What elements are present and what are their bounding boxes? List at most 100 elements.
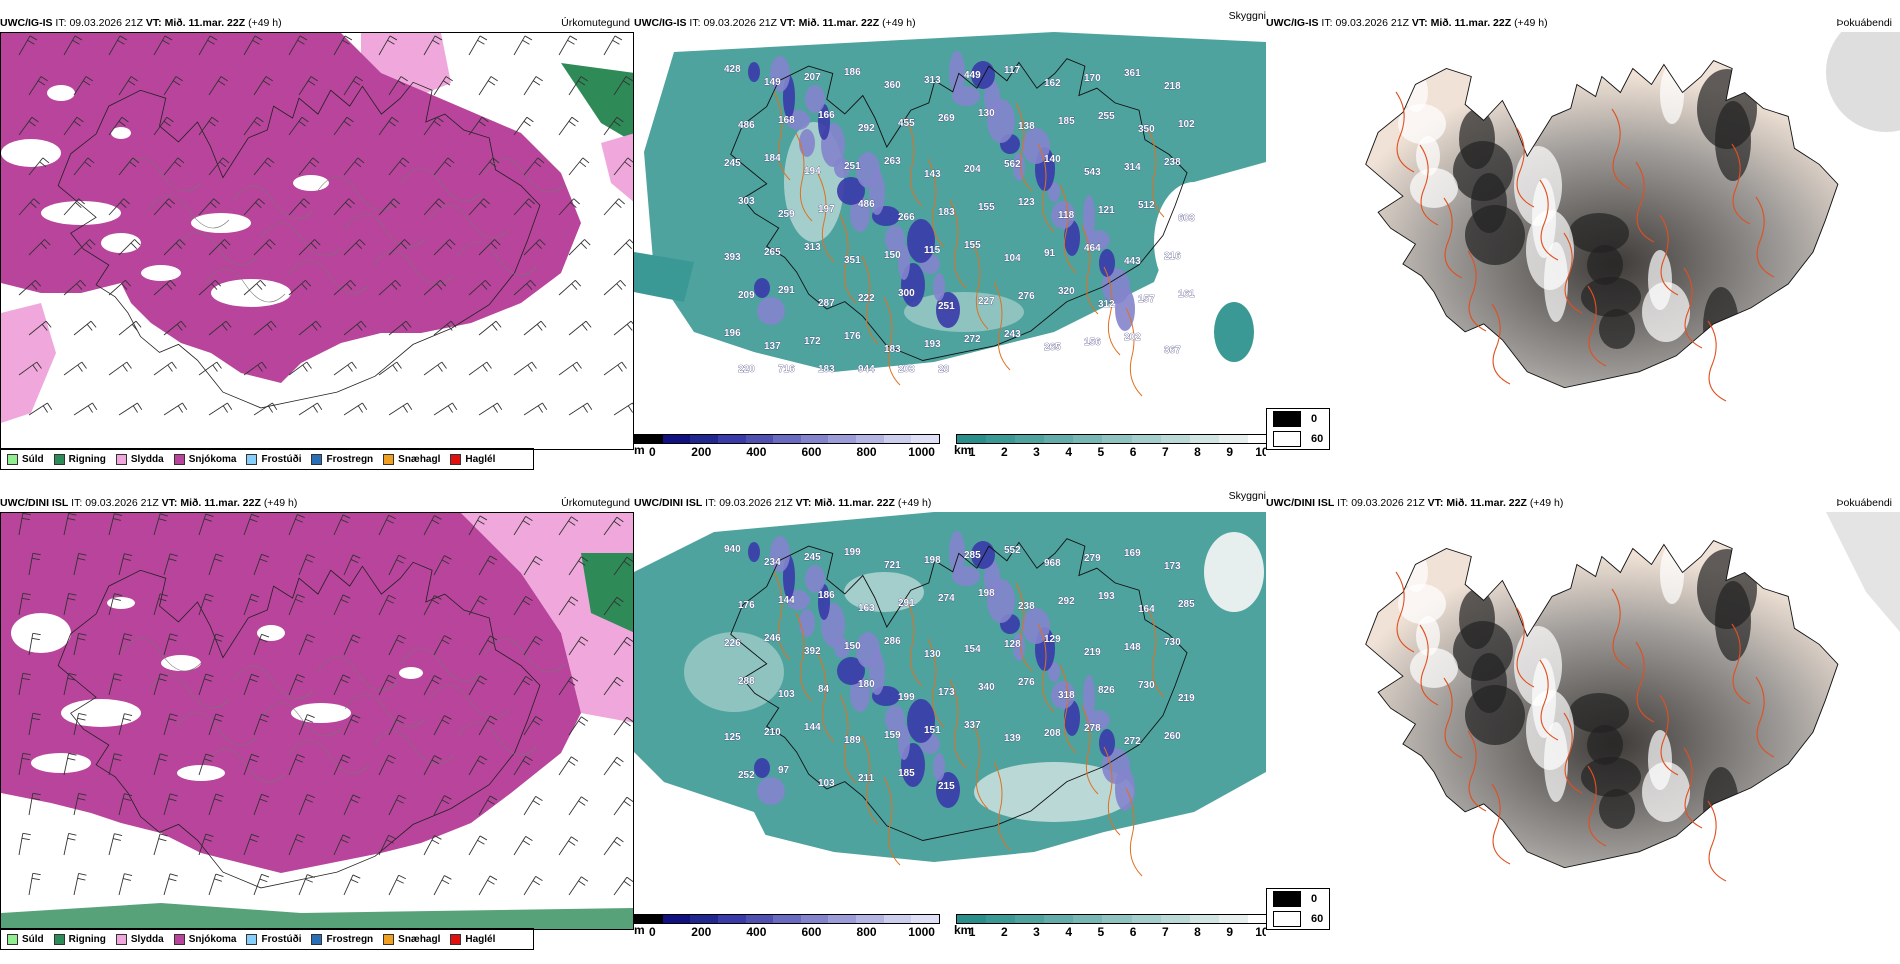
lead-time: (+49 h) <box>248 17 282 29</box>
legend-item: Súld <box>7 933 44 945</box>
coastline <box>1365 540 1839 869</box>
vt-value: Mið. 11.mar. 22Z <box>814 497 895 509</box>
visibility-label: 318 <box>1058 690 1075 701</box>
visibility-label: 189 <box>844 735 861 746</box>
cloud-key-label: 60 <box>1311 433 1324 445</box>
visibility-field <box>634 32 1266 432</box>
visibility-label: 199 <box>898 692 915 703</box>
visibility-label: 199 <box>844 547 861 558</box>
legend-label: Haglél <box>465 933 496 945</box>
visibility-label: 285 <box>964 550 981 561</box>
legend-item: Frostúði <box>246 933 301 945</box>
visibility-map: 428 149 207 186 360 313 449 117 162 170 361 218 486 1… <box>634 32 1266 432</box>
visibility-label: 292 <box>1058 596 1075 607</box>
precip-title: Úrkomutegund <box>561 497 630 509</box>
colorbar-tick: 400 <box>746 925 767 939</box>
colorbar-tick: 800 <box>856 925 877 939</box>
visibility-label: 103 <box>818 778 835 789</box>
fog-map <box>1266 32 1900 452</box>
ceiling-colorbar: 0 200 400 600 800 1000 m <box>634 914 940 939</box>
visibility-labels: 428 149 207 186 360 313 449 117 162 170 361 218 486 1… <box>724 64 1196 376</box>
colorbar-tick: 600 <box>801 445 822 459</box>
colorbar-tick: 200 <box>691 445 712 459</box>
model-name: UWC/DINI ISL <box>1266 497 1335 509</box>
colorbar-tick: 7 <box>1161 445 1169 459</box>
visibility-label: 121 <box>1098 205 1115 216</box>
vt-label: VT: <box>1411 17 1428 29</box>
colorbar-tick: 9 <box>1226 925 1234 939</box>
visibility-label: 215 <box>938 781 955 792</box>
visibility-label: 218 <box>1164 81 1181 92</box>
legend-item: Slydda <box>115 933 164 945</box>
cloud-key-row: 60 <box>1267 909 1329 929</box>
it-label: IT: <box>1337 497 1349 509</box>
legend-item: Súld <box>7 453 44 465</box>
vt-value: Mið. 11.mar. 22Z <box>1430 17 1512 29</box>
colorbar-tick: 2 <box>1000 445 1008 459</box>
visibility-label: 185 <box>1058 116 1075 127</box>
visibility-label: 562 <box>1004 159 1021 170</box>
visibility-label: 91 <box>1044 248 1056 259</box>
forecast-row-2: UWC/DINI ISL IT: 09.03.2026 21Z VT: Mið.… <box>0 490 1900 964</box>
colorbar-tick: 2 <box>1000 925 1008 939</box>
visibility-label: 288 <box>738 676 755 687</box>
visibility-label: 393 <box>724 252 741 263</box>
visibility-label: 227 <box>978 296 995 307</box>
legend-swatch <box>7 933 18 945</box>
visibility-label: 272 <box>1124 736 1141 747</box>
visibility-label: 291 <box>898 598 915 609</box>
visibility-label: 196 <box>724 328 741 339</box>
visibility-label: 265 <box>1044 342 1061 353</box>
ceiling-patches <box>748 531 1135 811</box>
visibility-label: 300 <box>898 288 915 299</box>
visibility-label: 226 <box>724 638 741 649</box>
colorbar-tick: 800 <box>856 445 877 459</box>
legend-swatch <box>450 933 462 945</box>
visibility-label: 350 <box>1138 124 1155 135</box>
visibility-label: 210 <box>764 727 781 738</box>
visibility-label: 251 <box>844 161 861 172</box>
vis-title: Skyggni <box>1228 490 1266 502</box>
it-value: 09.03.2026 21Z <box>1351 497 1425 509</box>
colorbar-tick: 8 <box>1194 445 1201 459</box>
colorbar-unit: km <box>954 923 972 937</box>
model-name: UWC/IG-IS <box>634 17 687 29</box>
precip-map <box>0 512 634 930</box>
legend-label: Rigning <box>68 933 106 945</box>
visibility-label: 428 <box>724 64 741 75</box>
visibility-colorbar: 1 2 3 4 5 6 7 8 9 10 km <box>954 914 1278 939</box>
visibility-label: 137 <box>764 341 781 352</box>
visibility-label: 185 <box>898 768 915 779</box>
visibility-label: 144 <box>804 722 821 733</box>
visibility-label: 314 <box>1124 162 1141 173</box>
vt-value: Mið. 11.mar. 22Z <box>798 17 880 29</box>
visibility-label: 940 <box>724 544 741 555</box>
wind-barbs <box>18 35 633 416</box>
legend-label: Frostregn <box>326 933 374 945</box>
visibility-label: 360 <box>884 80 901 91</box>
visibility-label: 123 <box>1018 197 1035 208</box>
legend-swatch <box>53 933 65 945</box>
visibility-labels: 940 234 245 199 721 198 285 552 968 279 169 173 176 1… <box>724 544 1196 793</box>
visibility-label: 274 <box>938 593 955 604</box>
visibility-label: 166 <box>818 110 835 121</box>
visibility-label: 130 <box>924 649 941 660</box>
visibility-label: 320 <box>1058 286 1075 297</box>
cloud-key-label: 60 <box>1311 913 1324 925</box>
legend-swatch <box>450 453 462 465</box>
colorbar-tick: 1 <box>968 925 976 939</box>
visibility-label: 176 <box>844 331 861 342</box>
visibility-label: 259 <box>778 209 795 220</box>
visibility-label: 219 <box>1178 693 1195 704</box>
legend-swatch <box>115 453 127 465</box>
colorbar-tick: 1000 <box>908 925 935 939</box>
visibility-label: 543 <box>1084 167 1101 178</box>
coastline <box>57 81 541 409</box>
precip-field <box>1 33 633 423</box>
visibility-label: 246 <box>764 633 781 644</box>
visibility-label: 169 <box>1124 548 1141 559</box>
vt-label: VT: <box>161 497 178 509</box>
colorbar-strip <box>956 434 1278 444</box>
it-value: 09.03.2026 21Z <box>85 497 159 509</box>
visibility-label: 238 <box>1018 601 1035 612</box>
